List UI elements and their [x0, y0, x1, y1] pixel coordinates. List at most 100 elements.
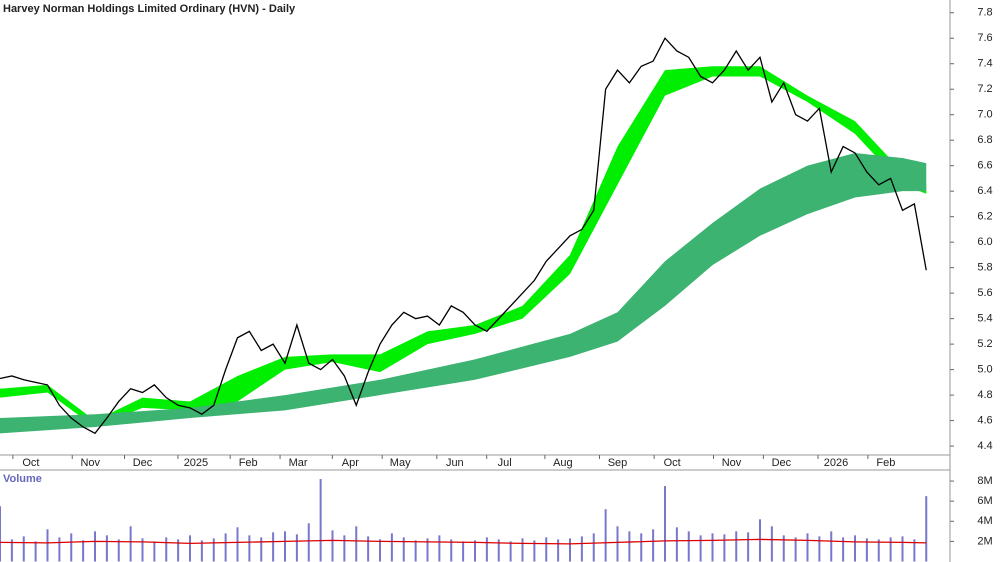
- volume-bar: [82, 540, 85, 562]
- y-tick-label: 5.0: [977, 364, 992, 376]
- volume-bar: [925, 496, 928, 562]
- volume-bar: [331, 530, 334, 562]
- volume-bar: [664, 486, 666, 562]
- volume-bar: [818, 536, 821, 562]
- volume-bar: [141, 538, 144, 562]
- volume-bar: [782, 535, 785, 562]
- y-tick-label: 7.0: [977, 109, 992, 121]
- y-tick-label: 7.2: [977, 83, 992, 95]
- volume-bar: [545, 537, 548, 562]
- y-tick-label: 4.4: [977, 440, 992, 452]
- x-tick-label: Dec: [133, 457, 153, 469]
- y-tick-label: 7.4: [977, 58, 992, 70]
- volume-bar: [580, 536, 583, 562]
- x-tick-label: Jul: [498, 457, 512, 469]
- y-tick-label: 7.6: [977, 32, 992, 44]
- y-tick-label: 6.2: [977, 211, 992, 223]
- volume-bar: [94, 531, 96, 562]
- chart-title: Harvey Norman Holdings Limited Ordinary …: [3, 3, 296, 15]
- volume-bar: [509, 541, 512, 562]
- volume-bar: [224, 533, 227, 562]
- volume-bar: [770, 526, 773, 562]
- volume-bar: [462, 541, 465, 562]
- volume-bar: [497, 539, 500, 562]
- volume-bar: [592, 533, 595, 562]
- volume-bar: [901, 536, 904, 562]
- volume-bar: [295, 534, 298, 562]
- volume-bar: [854, 535, 856, 562]
- volume-bar: [913, 539, 916, 562]
- volume-bar: [70, 533, 73, 562]
- volume-bar: [22, 536, 25, 562]
- x-tick-label: Oct: [664, 457, 681, 469]
- volume-bar: [343, 535, 346, 562]
- y-tick-label: 6.8: [977, 134, 992, 146]
- volume-bar: [117, 539, 120, 562]
- volume-bar: [402, 537, 405, 562]
- volume-bar: [165, 537, 168, 562]
- volume-bar: [307, 523, 310, 562]
- price-line: [0, 37, 927, 435]
- y-tick-label: 7.8: [977, 7, 992, 19]
- volume-bar: [640, 533, 643, 562]
- volume-bar: [10, 539, 13, 562]
- ma-band: [0, 152, 927, 434]
- volume-bar: [699, 535, 702, 562]
- x-tick-label: 2026: [824, 457, 848, 469]
- volume-bar: [438, 535, 441, 562]
- volume-bar: [379, 539, 381, 562]
- volume-bar: [272, 532, 275, 562]
- volume-bar: [414, 540, 417, 562]
- volume-bar: [474, 540, 476, 562]
- x-tick-label: Dec: [772, 457, 792, 469]
- volume-bar: [711, 533, 714, 562]
- volume-bar: [426, 538, 429, 562]
- volume-bar: [735, 531, 738, 562]
- y-tick-label: 5.2: [977, 338, 992, 350]
- volume-bar: [0, 506, 1, 562]
- volume-bar: [450, 539, 453, 562]
- x-tick-label: Mar: [289, 457, 308, 469]
- y-tick-label: 6.0: [977, 236, 992, 248]
- volume-bar: [485, 537, 488, 562]
- volume-bar: [616, 526, 619, 562]
- volume-bar: [687, 531, 690, 562]
- x-tick-label: Feb: [239, 457, 258, 469]
- volume-bar: [628, 531, 631, 562]
- y-tick-label: 5.8: [977, 262, 992, 274]
- x-tick-label: May: [390, 457, 411, 469]
- y-tick-label: 4.8: [977, 389, 992, 401]
- volume-bar: [153, 541, 156, 562]
- volume-title: Volume: [3, 473, 42, 485]
- volume-bar: [390, 533, 393, 562]
- volume-bar: [105, 535, 108, 562]
- y-tick-label: 5.4: [977, 313, 992, 325]
- volume-bar: [46, 529, 49, 562]
- volume-bar: [557, 539, 560, 562]
- volume-bar: [759, 519, 761, 562]
- volume-bar: [177, 539, 180, 562]
- y-tick-label: 6.6: [977, 160, 992, 172]
- volume-bar: [58, 537, 61, 562]
- volume-bar: [189, 535, 191, 562]
- y-tick-label: 6M: [977, 495, 992, 507]
- y-tick-label: 4.6: [977, 414, 992, 426]
- volume-bar: [248, 535, 251, 562]
- volume-bar: [877, 539, 880, 562]
- y-tick-label: 8M: [977, 475, 992, 487]
- volume-bar: [200, 540, 203, 562]
- volume-bar: [830, 531, 833, 562]
- volume-bar: [865, 538, 868, 562]
- volume-bar: [319, 479, 322, 562]
- volume-bar: [260, 537, 263, 562]
- volume-bar: [747, 532, 750, 562]
- x-tick-label: Nov: [80, 457, 100, 469]
- x-tick-label: Apr: [342, 457, 359, 469]
- x-tick-label: Jun: [446, 457, 464, 469]
- volume-bar: [806, 533, 809, 562]
- x-tick-label: Sep: [608, 457, 628, 469]
- x-tick-label: Aug: [553, 457, 573, 469]
- volume-average: [0, 538, 927, 545]
- volume-bar: [521, 538, 524, 562]
